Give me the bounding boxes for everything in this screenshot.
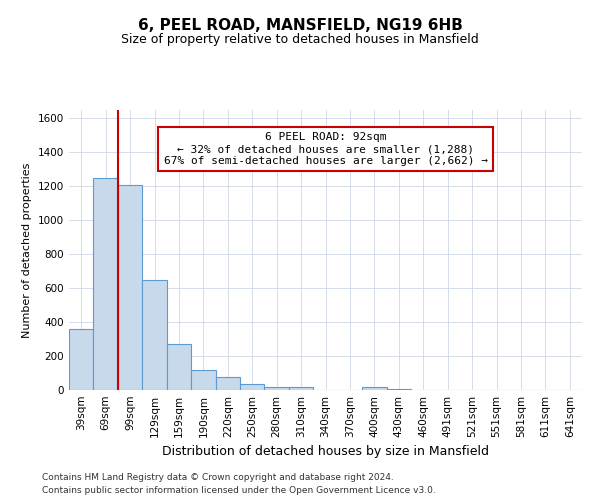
Text: 6, PEEL ROAD, MANSFIELD, NG19 6HB: 6, PEEL ROAD, MANSFIELD, NG19 6HB xyxy=(137,18,463,32)
Text: Size of property relative to detached houses in Mansfield: Size of property relative to detached ho… xyxy=(121,32,479,46)
Bar xyxy=(118,184,142,390)
Bar xyxy=(69,329,94,390)
Bar xyxy=(215,378,240,390)
Bar xyxy=(142,280,167,390)
X-axis label: Distribution of detached houses by size in Mansfield: Distribution of detached houses by size … xyxy=(162,446,489,458)
Bar xyxy=(167,344,191,390)
Bar xyxy=(240,384,265,390)
Bar xyxy=(94,178,118,390)
Text: Contains public sector information licensed under the Open Government Licence v3: Contains public sector information licen… xyxy=(42,486,436,495)
Text: 6 PEEL ROAD: 92sqm
← 32% of detached houses are smaller (1,288)
67% of semi-deta: 6 PEEL ROAD: 92sqm ← 32% of detached hou… xyxy=(163,132,487,166)
Y-axis label: Number of detached properties: Number of detached properties xyxy=(22,162,32,338)
Bar xyxy=(362,386,386,390)
Bar xyxy=(289,388,313,390)
Bar xyxy=(191,370,215,390)
Bar xyxy=(386,389,411,390)
Bar xyxy=(265,386,289,390)
Text: Contains HM Land Registry data © Crown copyright and database right 2024.: Contains HM Land Registry data © Crown c… xyxy=(42,474,394,482)
